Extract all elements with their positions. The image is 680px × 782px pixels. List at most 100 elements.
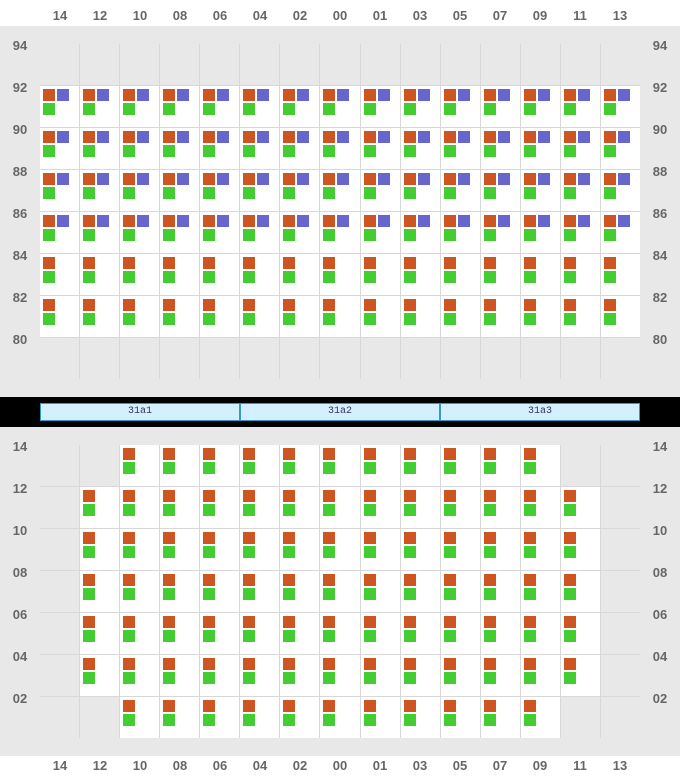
- rack-cell[interactable]: [120, 487, 159, 528]
- rack-cell[interactable]: [80, 296, 119, 337]
- rack-cell[interactable]: [561, 445, 600, 486]
- rack-cell[interactable]: [80, 254, 119, 295]
- rack-cell[interactable]: [481, 170, 520, 211]
- rack-cell[interactable]: [120, 44, 159, 85]
- rack-cell[interactable]: [481, 296, 520, 337]
- rack-cell[interactable]: [40, 445, 79, 486]
- rack-cell[interactable]: [561, 170, 600, 211]
- rack-cell[interactable]: [120, 655, 159, 696]
- rack-cell[interactable]: [160, 254, 199, 295]
- rack-cell[interactable]: [361, 44, 400, 85]
- rack-cell[interactable]: [320, 697, 359, 738]
- rack-cell[interactable]: [200, 613, 239, 654]
- rack-cell[interactable]: [280, 655, 319, 696]
- rack-cell[interactable]: [200, 254, 239, 295]
- rack-cell[interactable]: [361, 571, 400, 612]
- rack-cell[interactable]: [200, 128, 239, 169]
- rack-cell[interactable]: [601, 254, 640, 295]
- rack-cell[interactable]: [401, 338, 440, 379]
- rack-cell[interactable]: [240, 487, 279, 528]
- rack-cell[interactable]: [320, 170, 359, 211]
- rack-cell[interactable]: [160, 86, 199, 127]
- rack-cell[interactable]: [401, 170, 440, 211]
- rack-cell[interactable]: [441, 655, 480, 696]
- rack-cell[interactable]: [80, 86, 119, 127]
- rack-cell[interactable]: [80, 44, 119, 85]
- rack-cell[interactable]: [601, 655, 640, 696]
- rack-cell[interactable]: [361, 212, 400, 253]
- rack-cell[interactable]: [320, 44, 359, 85]
- rack-cell[interactable]: [361, 170, 400, 211]
- rack-cell[interactable]: [481, 529, 520, 570]
- rack-cell[interactable]: [240, 529, 279, 570]
- rack-cell[interactable]: [521, 128, 560, 169]
- rack-cell[interactable]: [561, 338, 600, 379]
- rack-cell[interactable]: [521, 487, 560, 528]
- rack-cell[interactable]: [561, 655, 600, 696]
- rack-cell[interactable]: [401, 254, 440, 295]
- rack-cell[interactable]: [320, 296, 359, 337]
- rack-cell[interactable]: [40, 571, 79, 612]
- rack-cell[interactable]: [561, 254, 600, 295]
- rack-cell[interactable]: [441, 86, 480, 127]
- rack-cell[interactable]: [601, 697, 640, 738]
- rack-cell[interactable]: [240, 613, 279, 654]
- rack-cell[interactable]: [120, 571, 159, 612]
- rack-cell[interactable]: [80, 697, 119, 738]
- rack-cell[interactable]: [160, 128, 199, 169]
- rack-cell[interactable]: [80, 571, 119, 612]
- rack-cell[interactable]: [280, 571, 319, 612]
- rack-cell[interactable]: [481, 86, 520, 127]
- rack-cell[interactable]: [120, 697, 159, 738]
- rack-cell[interactable]: [521, 296, 560, 337]
- rack-cell[interactable]: [160, 170, 199, 211]
- rack-cell[interactable]: [80, 128, 119, 169]
- rack-cell[interactable]: [280, 212, 319, 253]
- rack-cell[interactable]: [481, 571, 520, 612]
- rack-cell[interactable]: [481, 445, 520, 486]
- rack-cell[interactable]: [160, 44, 199, 85]
- rack-cell[interactable]: [40, 697, 79, 738]
- rack-cell[interactable]: [601, 487, 640, 528]
- rack-cell[interactable]: [521, 613, 560, 654]
- switch-31a3[interactable]: 31a3: [440, 403, 640, 421]
- rack-cell[interactable]: [80, 338, 119, 379]
- rack-cell[interactable]: [160, 445, 199, 486]
- rack-cell[interactable]: [601, 170, 640, 211]
- switch-31a2[interactable]: 31a2: [240, 403, 440, 421]
- rack-cell[interactable]: [361, 655, 400, 696]
- rack-cell[interactable]: [160, 613, 199, 654]
- rack-cell[interactable]: [280, 338, 319, 379]
- rack-cell[interactable]: [601, 44, 640, 85]
- rack-cell[interactable]: [441, 487, 480, 528]
- rack-cell[interactable]: [280, 296, 319, 337]
- rack-cell[interactable]: [361, 697, 400, 738]
- rack-cell[interactable]: [481, 212, 520, 253]
- rack-cell[interactable]: [160, 487, 199, 528]
- rack-cell[interactable]: [40, 487, 79, 528]
- rack-cell[interactable]: [521, 254, 560, 295]
- rack-cell[interactable]: [361, 86, 400, 127]
- rack-cell[interactable]: [80, 655, 119, 696]
- rack-cell[interactable]: [361, 529, 400, 570]
- rack-cell[interactable]: [200, 338, 239, 379]
- rack-cell[interactable]: [160, 655, 199, 696]
- rack-cell[interactable]: [200, 571, 239, 612]
- rack-cell[interactable]: [120, 338, 159, 379]
- rack-cell[interactable]: [401, 445, 440, 486]
- rack-cell[interactable]: [561, 487, 600, 528]
- rack-cell[interactable]: [361, 128, 400, 169]
- rack-cell[interactable]: [200, 529, 239, 570]
- rack-cell[interactable]: [481, 338, 520, 379]
- rack-cell[interactable]: [240, 254, 279, 295]
- rack-cell[interactable]: [320, 212, 359, 253]
- rack-cell[interactable]: [401, 86, 440, 127]
- rack-cell[interactable]: [401, 44, 440, 85]
- rack-cell[interactable]: [120, 170, 159, 211]
- rack-cell[interactable]: [601, 128, 640, 169]
- rack-cell[interactable]: [481, 487, 520, 528]
- rack-cell[interactable]: [561, 296, 600, 337]
- rack-cell[interactable]: [240, 338, 279, 379]
- rack-cell[interactable]: [361, 445, 400, 486]
- rack-cell[interactable]: [320, 571, 359, 612]
